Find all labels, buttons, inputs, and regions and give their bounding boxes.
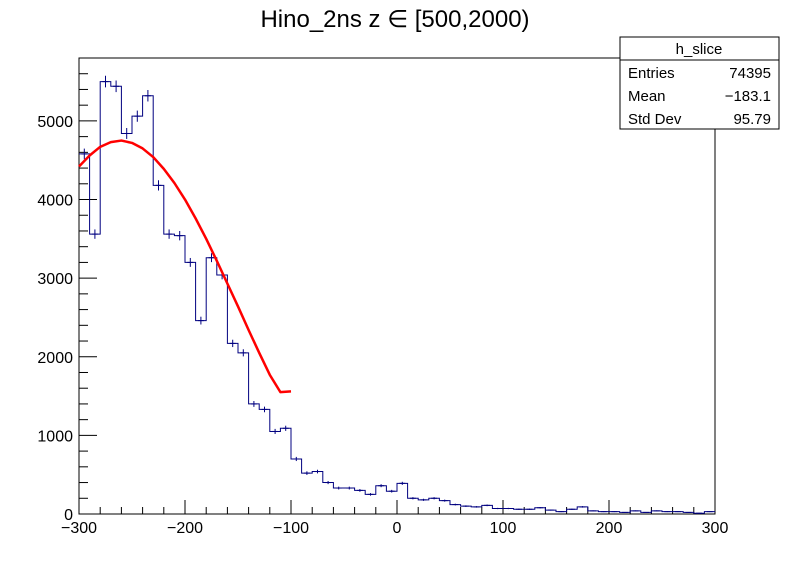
histogram-bin xyxy=(144,90,151,102)
histogram-bin xyxy=(685,511,692,513)
histogram-bin xyxy=(420,498,427,501)
histogram-bin xyxy=(113,80,120,93)
histogram-bin xyxy=(547,509,554,511)
histogram-bin xyxy=(505,507,512,510)
histogram-bin xyxy=(176,231,183,241)
histogram-bin xyxy=(134,110,141,122)
histogram-bin xyxy=(590,510,597,512)
histogram-bin xyxy=(102,75,109,88)
histogram-bin xyxy=(346,486,353,490)
histogram-bin xyxy=(261,406,268,413)
stats-box-name: h_slice xyxy=(676,41,723,58)
y-tick-label: 2000 xyxy=(37,350,73,367)
histogram-bin xyxy=(197,316,204,325)
histogram-bin xyxy=(399,481,406,485)
histogram-bin xyxy=(123,128,130,139)
histogram-bin xyxy=(272,428,279,434)
histogram-bin xyxy=(431,497,438,500)
histogram-bin xyxy=(484,504,491,507)
histogram-bin xyxy=(537,507,544,509)
histogram-bin xyxy=(600,511,607,513)
histogram-bin xyxy=(526,508,533,510)
histogram-bin xyxy=(388,489,395,493)
stats-box: h_slice Entries 74395 Mean −183.1 Std De… xyxy=(619,36,780,130)
x-tick-label: 0 xyxy=(393,520,402,537)
histogram-bin xyxy=(314,469,321,474)
y-tick-label: 1000 xyxy=(37,428,73,445)
histogram-bin xyxy=(621,511,628,513)
histogram-bin xyxy=(706,511,713,513)
y-tick-label: 0 xyxy=(64,507,73,524)
histogram-bin xyxy=(611,511,618,513)
histogram-bin xyxy=(250,400,257,407)
histogram-bin xyxy=(494,507,501,510)
x-tick-label: −300 xyxy=(61,520,97,537)
histogram-bin xyxy=(325,480,332,485)
stats-entries-label: Entries xyxy=(628,65,675,82)
x-axis: −300 −200 −100 0 100 200 300 xyxy=(61,500,728,537)
stats-entries-value: 74395 xyxy=(729,65,771,82)
histogram-bin xyxy=(166,229,173,239)
histogram-bin xyxy=(240,349,247,357)
histogram-bin xyxy=(632,510,639,512)
histogram-bin xyxy=(208,253,215,263)
histogram-bin xyxy=(452,503,459,506)
x-tick-label: −200 xyxy=(167,520,203,537)
histogram-bin xyxy=(674,511,681,513)
y-tick-label: 5000 xyxy=(37,114,73,131)
stats-stddev-label: Std Dev xyxy=(628,111,682,128)
x-tick-label: 200 xyxy=(596,520,623,537)
histogram-bin xyxy=(462,505,469,507)
histogram-bin xyxy=(579,506,586,508)
histogram-outline xyxy=(79,81,715,514)
histogram-bin xyxy=(515,508,522,510)
x-tick-label: 300 xyxy=(702,520,729,537)
histogram-bin xyxy=(558,511,565,513)
y-tick-label: 4000 xyxy=(37,193,73,210)
y-tick-label: 3000 xyxy=(37,271,73,288)
histogram-bin xyxy=(378,484,385,488)
y-axis: 0 1000 2000 3000 4000 5000 xyxy=(37,57,97,524)
histogram-bin xyxy=(643,511,650,513)
histogram-bin xyxy=(282,425,289,431)
histogram-bin xyxy=(229,339,236,348)
x-tick-label: 100 xyxy=(490,520,517,537)
histogram-bin xyxy=(303,471,310,475)
histogram-bin xyxy=(155,180,162,191)
chart-title: Hino_2ns z ∈ [500,2000) xyxy=(260,6,529,33)
histogram-bin xyxy=(81,148,88,160)
histogram-bin xyxy=(664,511,671,513)
histogram-bin xyxy=(293,456,300,462)
stats-box-frame xyxy=(619,36,780,130)
stats-mean-value: −183.1 xyxy=(725,88,771,105)
histogram-bin xyxy=(335,486,342,490)
histogram-series xyxy=(79,75,715,514)
fit-curve xyxy=(78,139,292,394)
stats-stddev-value: 95.79 xyxy=(733,111,771,128)
stats-mean-label: Mean xyxy=(628,88,666,105)
histogram-bin xyxy=(91,229,98,239)
histogram-bin xyxy=(568,508,575,510)
histogram-bin xyxy=(441,499,448,502)
fit-curve-series xyxy=(78,139,292,394)
histogram-bin xyxy=(473,506,480,508)
histogram-bin xyxy=(367,493,374,496)
x-tick-label: −100 xyxy=(273,520,309,537)
histogram-bin xyxy=(356,489,363,492)
histogram-bin xyxy=(187,257,194,267)
histogram-bin xyxy=(409,497,416,500)
histogram-bin xyxy=(653,510,660,512)
